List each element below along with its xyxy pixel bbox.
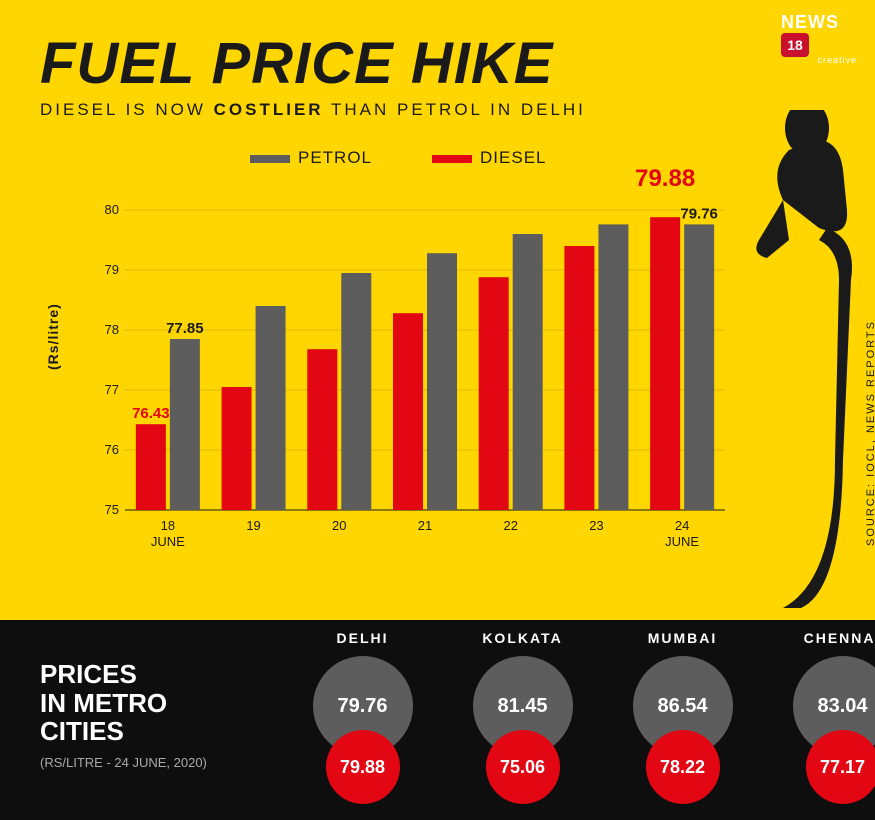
svg-text:79.88: 79.88 [635, 165, 695, 192]
metro-title-l2: IN METRO [40, 688, 167, 718]
svg-text:76.43: 76.43 [132, 405, 170, 422]
source-text: SOURCE: IOCL, NEWS REPORTS [865, 320, 875, 546]
svg-text:79.76: 79.76 [680, 205, 718, 222]
svg-text:JUNE: JUNE [665, 534, 699, 549]
svg-text:75: 75 [105, 502, 119, 517]
svg-text:77: 77 [105, 382, 119, 397]
svg-text:76: 76 [105, 442, 119, 457]
news18-logo: NEWS18 creative [781, 12, 857, 46]
city-delhi: DELHI 79.76 79.88 [300, 630, 425, 810]
svg-text:21: 21 [418, 518, 432, 533]
diesel-circle: 79.88 [326, 730, 400, 804]
legend: PETROL DIESEL [250, 148, 547, 168]
city-name: MUMBAI [648, 630, 718, 646]
svg-text:24: 24 [675, 518, 689, 533]
cities-row: DELHI 79.76 79.88 KOLKATA 81.45 75.06 MU… [300, 630, 875, 810]
svg-text:18: 18 [161, 518, 175, 533]
svg-text:22: 22 [503, 518, 517, 533]
diesel-circle: 77.17 [806, 730, 875, 804]
subtitle-bold: COSTLIER [214, 100, 324, 119]
main-title: FUEL PRICE HIKE [40, 30, 553, 97]
legend-petrol: PETROL [250, 148, 372, 168]
infographic-root: NEWS18 creative FUEL PRICE HIKE DIESEL I… [0, 0, 875, 820]
city-kolkata: KOLKATA 81.45 75.06 [460, 630, 585, 810]
bottom-panel: PRICES IN METRO CITIES (RS/LITRE - 24 JU… [0, 620, 875, 820]
city-name: CHENNAI [804, 630, 875, 646]
subtitle-pre: DIESEL IS NOW [40, 100, 214, 119]
svg-text:19: 19 [246, 518, 260, 533]
metro-sub: (RS/LITRE - 24 JUNE, 2020) [40, 755, 207, 770]
svg-text:23: 23 [589, 518, 603, 533]
svg-text:JUNE: JUNE [151, 534, 185, 549]
legend-diesel: DIESEL [432, 148, 546, 168]
metro-title: PRICES IN METRO CITIES [40, 660, 167, 746]
legend-diesel-label: DIESEL [480, 148, 546, 167]
city-name: KOLKATA [482, 630, 562, 646]
legend-petrol-label: PETROL [298, 148, 372, 167]
y-axis-label: (Rs/litre) [45, 303, 61, 370]
svg-text:79: 79 [105, 262, 119, 277]
svg-text:20: 20 [332, 518, 346, 533]
subtitle: DIESEL IS NOW COSTLIER THAN PETROL IN DE… [40, 100, 586, 120]
diesel-circle: 75.06 [486, 730, 560, 804]
top-panel: NEWS18 creative FUEL PRICE HIKE DIESEL I… [0, 0, 875, 620]
metro-title-l1: PRICES [40, 659, 137, 689]
logo-text: NEWS [781, 12, 839, 33]
city-mumbai: MUMBAI 86.54 78.22 [620, 630, 745, 810]
diesel-circle: 78.22 [646, 730, 720, 804]
svg-text:77.85: 77.85 [166, 320, 204, 337]
subtitle-post: THAN PETROL IN DELHI [324, 100, 586, 119]
petrol-swatch [250, 155, 290, 163]
svg-text:78: 78 [105, 322, 119, 337]
logo-box: 18 [781, 33, 809, 57]
city-chennai: CHENNAI 83.04 77.17 [780, 630, 875, 810]
diesel-swatch [432, 155, 472, 163]
nozzle-icon [739, 110, 859, 610]
bar-chart: 75767778798018JUNE192021222324JUNE76.437… [95, 190, 735, 570]
metro-title-l3: CITIES [40, 716, 124, 746]
svg-text:80: 80 [105, 202, 119, 217]
city-name: DELHI [337, 630, 389, 646]
